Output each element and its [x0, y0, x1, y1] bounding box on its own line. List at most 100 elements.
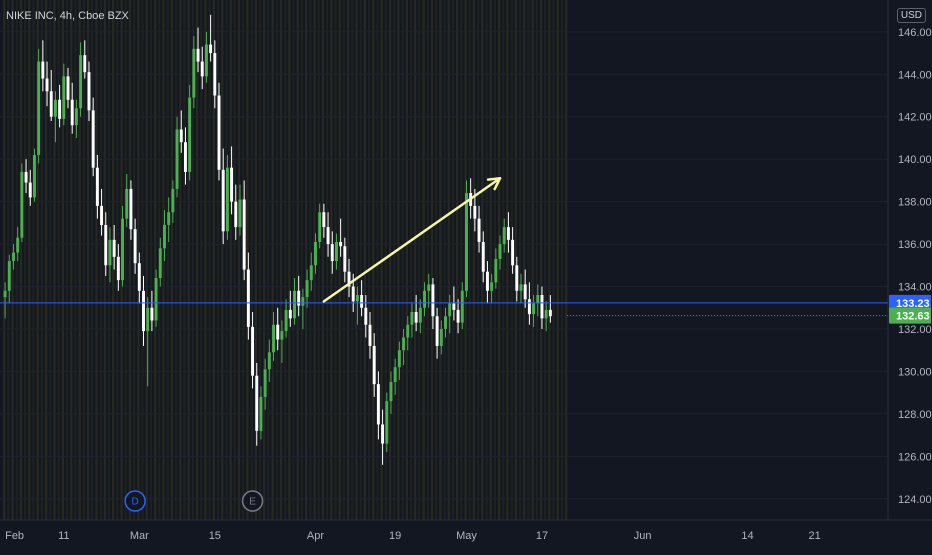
- bar-background: [414, 0, 417, 520]
- bar-background: [372, 0, 375, 520]
- price-tag-horizontal-line[interactable]: 133.23: [896, 298, 930, 310]
- bar-background: [552, 0, 555, 520]
- event-marker-d[interactable]: D: [124, 490, 146, 512]
- candle: [536, 295, 540, 304]
- bar-background: [179, 0, 182, 520]
- trend-arrow[interactable]: [322, 177, 502, 303]
- time-axis[interactable]: Feb 11 Mar 15 Apr 19 May 17 Jun 14 21: [0, 519, 932, 550]
- bar-background: [7, 0, 10, 520]
- bar-background: [86, 0, 90, 520]
- candle: [402, 337, 406, 351]
- bar-background: [279, 0, 283, 520]
- candle: [481, 241, 485, 272]
- bar-background: [296, 0, 299, 520]
- candle: [502, 227, 506, 245]
- candle: [267, 352, 271, 370]
- candle: [234, 201, 238, 228]
- bar-background: [518, 0, 522, 520]
- candle: [465, 193, 468, 291]
- candle: [280, 331, 284, 340]
- bar-background: [250, 0, 253, 520]
- candle: [272, 324, 276, 353]
- candle: [58, 99, 62, 119]
- price-axis[interactable]: 124.00 126.00 128.00 130.00 132.00 134.00 136.…: [887, 0, 932, 550]
- candle: [213, 53, 217, 96]
- candle: [376, 384, 380, 425]
- bar-background: [229, 0, 232, 520]
- event-marker-e[interactable]: E: [241, 490, 264, 512]
- bar-background: [288, 0, 291, 520]
- x-tick-label: 15: [209, 530, 221, 542]
- price-tag-last[interactable]: 132.63: [896, 311, 930, 323]
- currency-badge[interactable]: USD: [896, 8, 926, 23]
- bar-background: [418, 0, 421, 520]
- bar-background: [200, 0, 203, 520]
- candle: [246, 269, 250, 327]
- candle: [49, 91, 53, 117]
- bar-background: [19, 0, 23, 520]
- candle: [183, 142, 187, 172]
- bar-background: [485, 0, 488, 520]
- bar-background: [388, 0, 392, 520]
- candle: [406, 324, 410, 338]
- candle: [200, 61, 204, 77]
- bar-background: [137, 0, 140, 520]
- candle: [309, 265, 313, 281]
- bar-background: [191, 0, 195, 520]
- bar-background: [435, 0, 438, 520]
- bar-background: [304, 0, 308, 520]
- candle: [142, 290, 145, 332]
- bar-background: [57, 0, 60, 520]
- bar-background: [317, 0, 320, 520]
- candle: [20, 171, 24, 238]
- bar-background: [53, 0, 56, 520]
- candle: [372, 345, 376, 385]
- candle: [414, 312, 418, 323]
- bar-background: [271, 0, 274, 520]
- candle: [146, 307, 150, 332]
- candle: [485, 271, 489, 291]
- bar-background: [363, 0, 367, 520]
- y-tick-label: 138.00: [898, 197, 932, 209]
- candle: [238, 199, 242, 228]
- candle: [62, 76, 66, 119]
- bar-background: [338, 0, 341, 520]
- candle: [515, 265, 519, 291]
- bar-background: [497, 0, 501, 520]
- bar-background: [170, 0, 174, 520]
- candle: [456, 309, 460, 323]
- y-tick-label: 140.00: [898, 154, 932, 166]
- candle: [527, 299, 531, 315]
- bar-background: [74, 0, 77, 520]
- candle: [418, 307, 422, 323]
- bar-background: [535, 0, 538, 520]
- candle: [87, 72, 91, 111]
- x-tick-label: Jun: [634, 530, 652, 542]
- bar-background: [208, 0, 211, 520]
- x-tick-label: Feb: [5, 530, 24, 542]
- candle: [322, 212, 326, 228]
- candle: [32, 154, 36, 198]
- bar-background: [233, 0, 236, 520]
- candle: [66, 76, 70, 100]
- candle: [108, 239, 112, 266]
- candle: [259, 396, 263, 431]
- candle: [473, 205, 477, 219]
- y-tick-label: 144.00: [898, 69, 932, 81]
- bar-background: [70, 0, 73, 520]
- candle: [540, 295, 544, 319]
- x-tick-label: Apr: [307, 530, 324, 542]
- bar-background: [439, 0, 442, 520]
- candle: [284, 309, 288, 332]
- bar-background: [443, 0, 446, 520]
- symbol-title[interactable]: NIKE INC, 4h, Cboe BZX: [6, 10, 129, 22]
- trend-arrow-head[interactable]: [486, 177, 502, 191]
- bar-background: [355, 0, 358, 520]
- candle: [305, 280, 309, 298]
- x-tick-label: 19: [389, 530, 401, 542]
- candle: [351, 286, 355, 302]
- y-tick-label: 124.00: [898, 494, 932, 506]
